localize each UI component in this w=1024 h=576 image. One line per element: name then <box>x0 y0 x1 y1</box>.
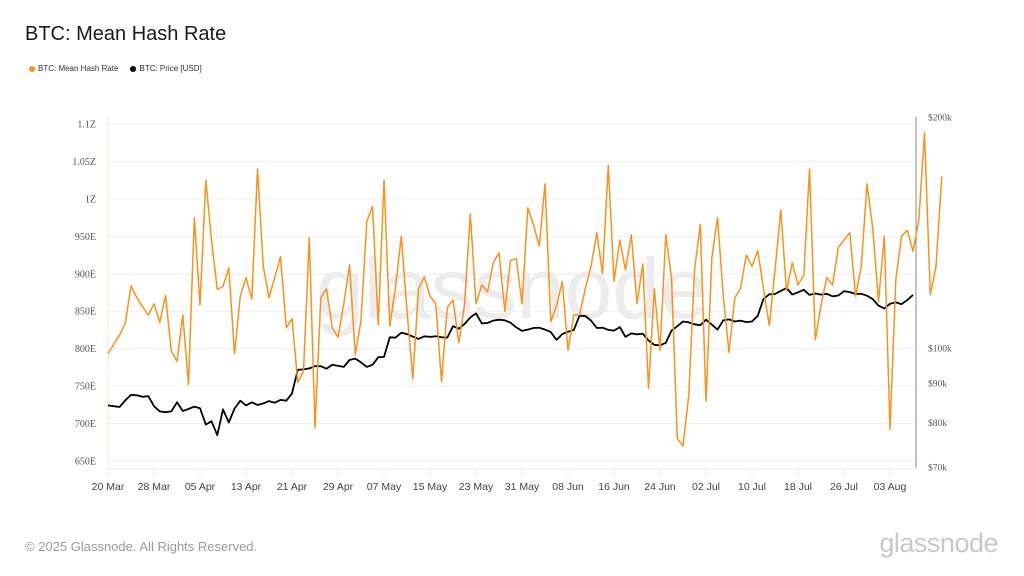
legend-label-hash-rate: BTC: Mean Hash Rate <box>38 64 119 73</box>
y-left-tick: 950E <box>75 232 96 243</box>
price-series-line[interactable] <box>107 286 914 437</box>
page-title: BTC: Mean Hash Rate <box>25 23 227 45</box>
x-tick-label: 28 Mar <box>138 481 171 493</box>
y-left-tick: 900E <box>75 269 96 280</box>
x-tick-label: 16 Jun <box>598 481 630 493</box>
legend-label-price: BTC: Price [USD] <box>139 64 202 73</box>
y-right-tick: $70k <box>928 463 947 474</box>
x-tick-label: 20 Mar <box>92 481 125 493</box>
y-left-tick: 750E <box>75 382 96 393</box>
y-left-tick: 800E <box>75 344 96 355</box>
x-tick-label: 18 Jul <box>784 481 812 493</box>
y-left-tick: 1Z <box>85 194 96 205</box>
x-tick-label: 29 Apr <box>323 481 354 493</box>
x-tick-label: 23 May <box>459 481 494 493</box>
y-left-tick: 1.05Z <box>72 157 96 168</box>
hash-rate-series-line[interactable] <box>107 132 943 447</box>
y-left-tick: 700E <box>75 419 96 430</box>
x-tick-label: 02 Jul <box>692 481 720 493</box>
x-tick-label: 10 Jul <box>738 481 766 493</box>
y-right-tick: $200k <box>928 113 952 124</box>
x-tick-label: 15 May <box>413 481 448 493</box>
legend-dot-hash-rate-icon <box>29 65 35 72</box>
x-tick-label: 07 May <box>367 481 402 493</box>
legend-item-price[interactable]: BTC: Price [USD] <box>130 64 202 73</box>
x-tick-label: 13 Apr <box>231 481 262 493</box>
x-tick-label: 05 Apr <box>185 481 216 493</box>
y-left-tick: 1.1Z <box>77 120 96 131</box>
legend-item-hash-rate[interactable]: BTC: Mean Hash Rate <box>29 64 118 73</box>
x-tick-label: 03 Aug <box>874 481 907 493</box>
x-tick-label: 31 May <box>505 481 540 493</box>
y-right-tick: $90k <box>928 379 947 390</box>
copyright-text: © 2025 Glassnode. All Rights Reserved. <box>25 539 258 554</box>
legend-dot-price-icon <box>130 65 137 72</box>
x-tick-label: 21 Apr <box>277 481 308 493</box>
chart-legend: BTC: Mean Hash Rate BTC: Price [USD] <box>29 64 202 73</box>
x-tick-label: 08 Jun <box>552 481 584 493</box>
glassnode-logo: glassnode <box>879 528 998 558</box>
y-left-tick: 850E <box>75 307 96 318</box>
y-right-tick: $80k <box>928 418 947 429</box>
y-right-tick: $100k <box>928 344 952 355</box>
y-left-tick: 650E <box>75 457 96 468</box>
x-tick-label: 26 Jul <box>830 481 858 493</box>
x-tick-label: 24 Jun <box>644 481 676 493</box>
